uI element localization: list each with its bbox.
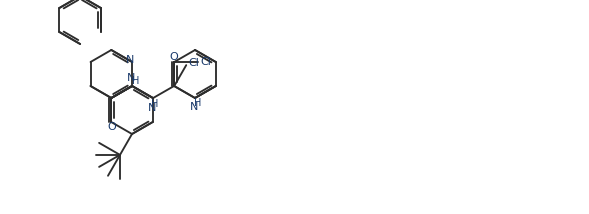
Text: Cl: Cl — [201, 57, 211, 67]
Text: N: N — [126, 55, 134, 65]
Text: O: O — [107, 122, 116, 132]
Text: N: N — [127, 73, 135, 83]
Text: O: O — [170, 52, 178, 62]
Text: H: H — [151, 99, 159, 109]
Text: N: N — [190, 102, 198, 112]
Text: N: N — [148, 103, 156, 113]
Text: H: H — [131, 76, 139, 86]
Text: Cl: Cl — [189, 58, 200, 68]
Text: H: H — [194, 98, 201, 108]
